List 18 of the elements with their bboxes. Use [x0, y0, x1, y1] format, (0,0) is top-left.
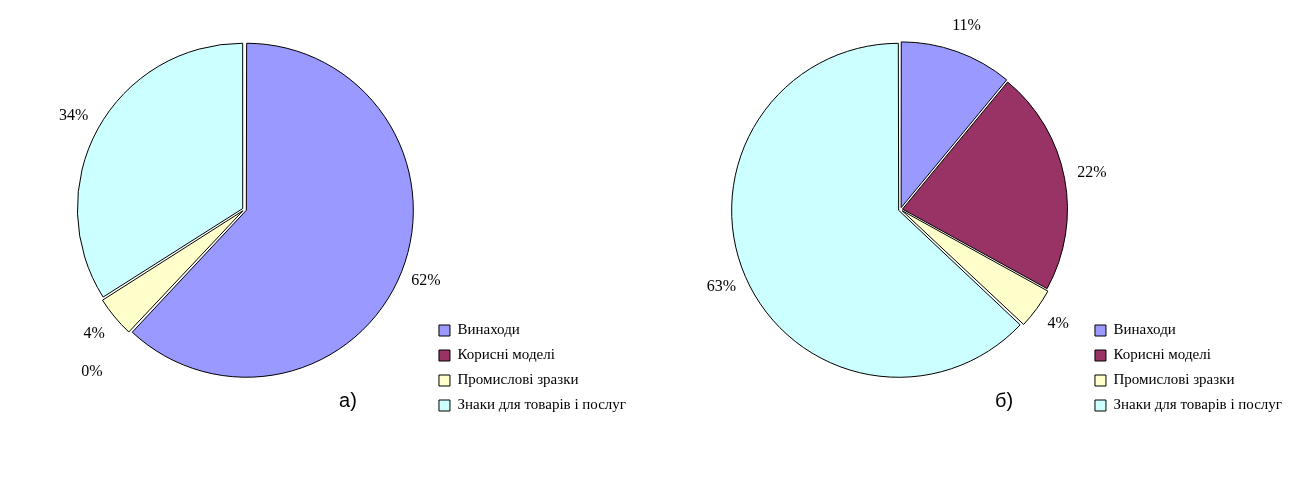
text: а)	[339, 388, 357, 411]
text: б)	[994, 388, 1014, 411]
legend-label: Знаки для товарів і послуг	[1113, 396, 1282, 413]
data-label: 22%	[1077, 163, 1107, 181]
data-label: 4%	[1047, 314, 1069, 332]
data-label: 4%	[83, 324, 105, 341]
data-label: 11%	[952, 16, 981, 34]
text: 0%	[81, 362, 103, 380]
legend-label: Промислові зразки	[1113, 371, 1235, 388]
legend-label: Винаходи	[1113, 321, 1176, 338]
legend-label: Корисні моделі	[1113, 346, 1211, 363]
data-label: 34%	[58, 105, 89, 123]
legend-label: Корисні моделі	[457, 346, 555, 363]
legend-label: Знаки для товарів і послуг	[457, 396, 626, 413]
legend-label: Винаходи	[457, 321, 520, 338]
data-label: 63%	[706, 277, 737, 295]
data-label: 62%	[411, 271, 441, 289]
legend-label: Промислові зразки	[457, 371, 579, 388]
